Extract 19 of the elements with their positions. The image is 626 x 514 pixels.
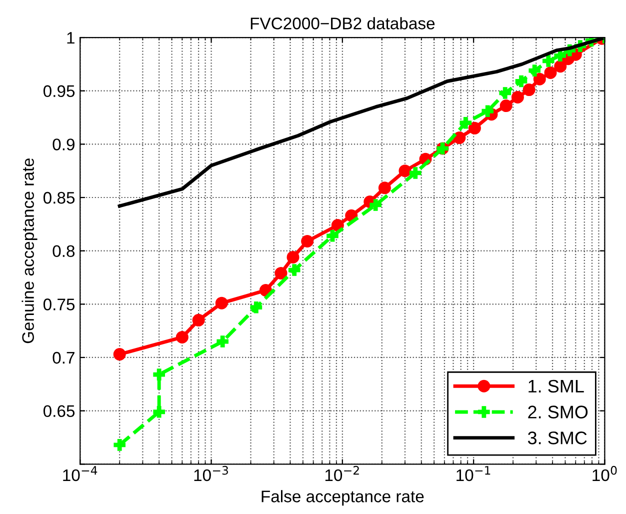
legend-label: 2. SMO: [528, 406, 588, 418]
y-tick-label: 0.75: [43, 298, 75, 310]
y-tick-label: 0.7: [52, 352, 74, 364]
y-tick-label: 0.8: [52, 245, 75, 258]
y-tick-label: 1: [67, 32, 74, 44]
y-tick-label: 0.85: [43, 192, 75, 204]
y-tick-label: 0.9: [52, 138, 74, 150]
x-tick-label: 10$^{−2}$: [325, 466, 359, 482]
legend-label: 3. SMC: [528, 432, 587, 444]
legend-label: 1. SML: [528, 380, 584, 393]
x-tick-label: 10$^{−3}$: [194, 466, 228, 482]
chart-title: FVC2000−DB2 database: [250, 17, 435, 30]
x-tick-label: 10$^{0}$: [592, 466, 617, 482]
y-tick-label: 0.95: [43, 85, 75, 98]
y-tick-label: 0.65: [43, 405, 75, 418]
x-tick-label: 10$^{−4}$: [63, 466, 98, 482]
x-axis-title: False acceptance rate: [262, 490, 424, 506]
x-tick-label: 10$^{−1}$: [456, 466, 490, 482]
y-axis-title: Genuine acceptance rate: [22, 158, 38, 344]
